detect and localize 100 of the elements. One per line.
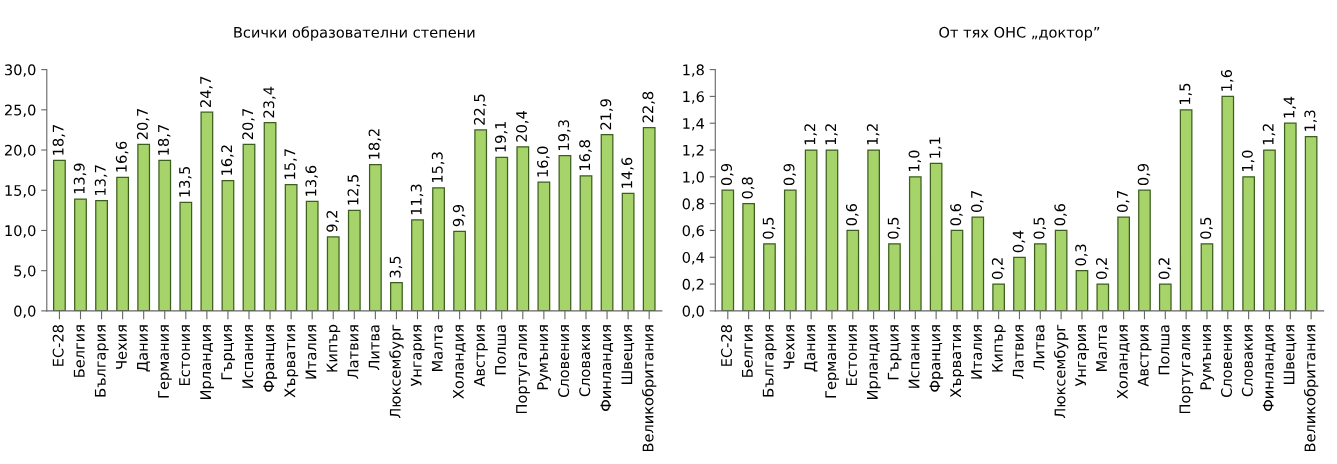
data-label: 0,5 [887, 217, 901, 239]
data-label: 13,7 [94, 165, 108, 195]
x-tick-label: Германия [158, 325, 172, 398]
data-label: 16,0 [537, 146, 550, 177]
y-tick-label: 0,6 [682, 225, 704, 238]
x-tick-label: Кипър [992, 324, 1006, 372]
x-tick-label: Естония [846, 325, 858, 386]
x-tick-label: Гърция [887, 325, 902, 380]
x-tick-label: Чехия [783, 325, 795, 369]
bar [950, 229, 964, 311]
y-tick-label: 10,0 [5, 225, 36, 238]
x-tick-label: Холандия [1117, 325, 1130, 399]
bar [221, 179, 235, 311]
bar [53, 159, 66, 311]
y-tick-label: 30,0 [5, 64, 36, 77]
x-tick-label: Кипър [326, 324, 341, 372]
x-tick-label: Унгария [1075, 325, 1090, 387]
data-label: 0,7 [1116, 190, 1130, 212]
x-tick-label: Италия [971, 325, 983, 379]
data-label: 12,5 [347, 174, 361, 205]
bar [453, 230, 467, 311]
x-tick-label: Белгия [73, 325, 85, 377]
x-tick-label: Холандия [453, 325, 466, 399]
data-label: 0,9 [1137, 163, 1151, 186]
x-tick-label: Великобритания [642, 325, 657, 452]
data-label: 0,2 [991, 258, 1005, 279]
x-tick-label: Великобритания [1303, 325, 1319, 452]
x-tick-label: Белгия [742, 325, 753, 377]
bar [495, 156, 509, 311]
data-label: 20,4 [516, 110, 529, 142]
y-tick-label: 0,0 [14, 305, 36, 319]
bar [1263, 149, 1276, 311]
bar [742, 203, 755, 311]
data-label: 19,1 [494, 121, 508, 152]
x-tick-label: Чехия [116, 325, 127, 369]
bar [516, 146, 530, 311]
bar [908, 176, 922, 311]
bar [621, 192, 635, 311]
data-label: 16,6 [115, 141, 129, 172]
data-label: 1,2 [1262, 124, 1276, 145]
data-label: 1,1 [929, 137, 942, 158]
bar [846, 229, 860, 311]
data-label: 15,7 [284, 149, 297, 179]
data-label: 13,9 [73, 163, 87, 194]
x-tick-label: Франция [929, 325, 944, 392]
x-tick-label: Италия [305, 325, 317, 379]
data-label: 1,4 [1283, 96, 1297, 118]
bar [95, 200, 108, 311]
data-label: 0,6 [950, 204, 963, 226]
bar [158, 159, 172, 311]
data-label: 0,5 [762, 217, 776, 239]
x-tick-label: Дания [804, 325, 818, 372]
x-tick-label: Франция [263, 325, 278, 392]
bar [1221, 95, 1235, 311]
bar [1200, 243, 1214, 311]
bar [1117, 216, 1130, 311]
bar [284, 183, 298, 311]
data-label: 1,5 [1179, 83, 1192, 105]
y-tick-label: 1,6 [683, 91, 704, 104]
bar [137, 143, 151, 311]
bar [888, 243, 901, 311]
y-tick-label: 0,4 [682, 251, 705, 265]
x-tick-label: Латвия [347, 325, 359, 379]
x-tick-label: ЕС-28 [721, 325, 733, 366]
x-tick-label: Испания [908, 325, 920, 388]
bar [721, 189, 735, 311]
x-tick-label: Швеция [1283, 325, 1297, 384]
x-tick-label: Полша [495, 325, 506, 375]
x-tick-label: Малта [431, 325, 443, 371]
bar [929, 162, 943, 311]
x-tick-label: Литва [1033, 325, 1045, 370]
data-label: 23,4 [263, 86, 276, 118]
x-tick-label: Швеция [621, 325, 635, 384]
bar [474, 129, 488, 311]
bar [242, 143, 256, 311]
bar [200, 111, 214, 311]
y-tick-label: 1,8 [683, 64, 704, 77]
y-tick-label: 25,0 [4, 104, 36, 118]
x-tick-label: Австрия [1137, 325, 1152, 387]
bar [1138, 189, 1151, 311]
x-tick-label: Латвия [1012, 325, 1024, 379]
x-tick-label: Словакия [579, 325, 591, 397]
data-label: 18,7 [157, 125, 171, 155]
data-label: 1,0 [908, 150, 922, 172]
bar [1304, 135, 1318, 311]
data-label: 1,0 [1241, 150, 1255, 172]
x-tick-label: Португалия [1179, 325, 1194, 414]
bar [1283, 122, 1297, 311]
y-tick-label: 0,2 [682, 278, 704, 292]
data-label: 0,7 [971, 190, 984, 212]
bar [1158, 283, 1172, 311]
x-tick-label: Финландия [1262, 325, 1276, 411]
x-tick-label: Полша [1158, 325, 1170, 375]
data-label: 0,9 [721, 163, 734, 186]
bar [411, 219, 424, 311]
data-label: 24,7 [200, 76, 213, 107]
bar [432, 187, 445, 311]
bar [326, 236, 340, 311]
data-label: 0,5 [1200, 217, 1213, 239]
x-tick-label: Малта [1096, 325, 1108, 371]
